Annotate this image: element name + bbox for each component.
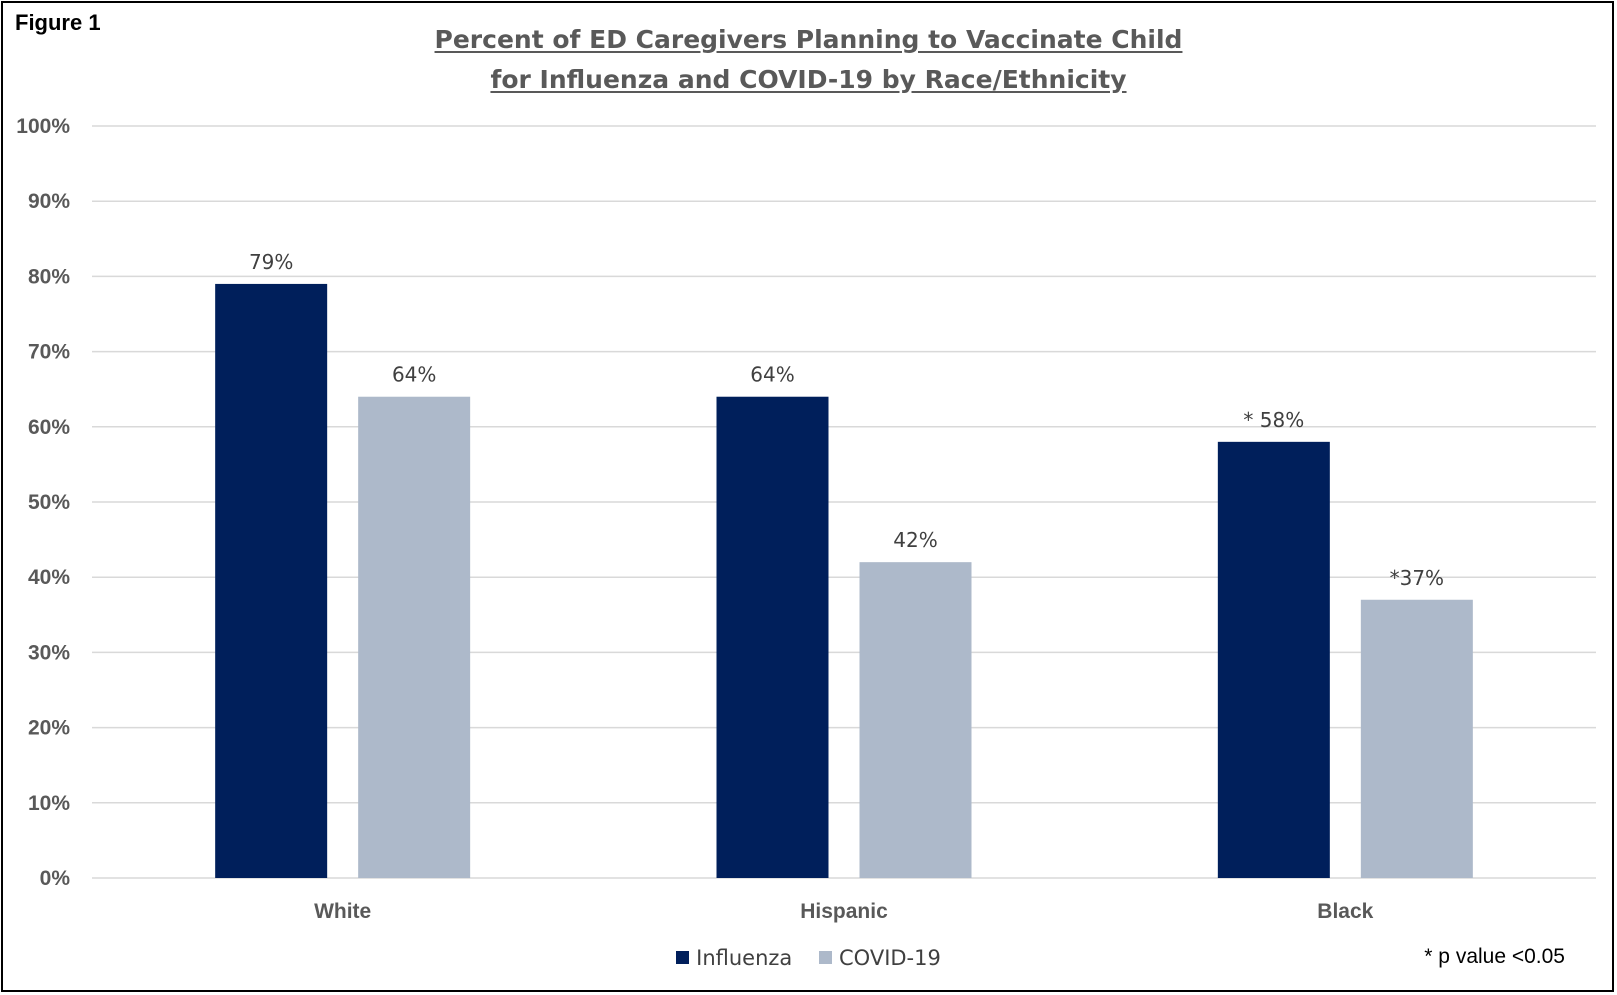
y-tick-label: 0% [40, 867, 71, 890]
bar [1360, 599, 1473, 878]
data-label: 42% [893, 528, 937, 552]
figure-label: Figure 1 [15, 10, 101, 35]
legend-item-influenza: Influenza [676, 946, 792, 970]
y-tick-label: 90% [28, 190, 70, 213]
bar [215, 283, 328, 878]
chart-title-line-1: Percent of ED Caregivers Planning to Vac… [434, 25, 1183, 54]
bar [358, 396, 471, 878]
chart-title-line-2: for Influenza and COVID-19 by Race/Ethni… [490, 65, 1127, 94]
legend-item-covid: COVID-19 [819, 946, 941, 970]
bar [859, 562, 972, 878]
data-label: *37% [1390, 566, 1444, 590]
x-tick-label: White [314, 900, 371, 923]
legend-swatch-covid [819, 951, 832, 964]
y-tick-label: 80% [28, 265, 70, 288]
legend: Influenza COVID-19 [0, 945, 1617, 970]
legend-label-influenza: Influenza [696, 945, 793, 970]
y-tick-label: 100% [16, 115, 70, 138]
y-tick-label: 50% [28, 491, 70, 514]
bar [716, 396, 829, 878]
y-tick-label: 30% [28, 641, 70, 664]
chart-title: Percent of ED Caregivers Planning to Vac… [0, 20, 1617, 100]
y-tick-label: 60% [28, 416, 70, 439]
y-tick-label: 20% [28, 717, 70, 740]
footnote: * p value <0.05 [1424, 945, 1565, 968]
x-tick-label: Black [1317, 900, 1373, 923]
y-tick-label: 70% [28, 341, 70, 364]
data-label: 64% [750, 363, 794, 387]
data-label: * 58% [1243, 408, 1304, 432]
legend-swatch-influenza [676, 951, 690, 964]
legend-label-covid: COVID-19 [839, 945, 941, 970]
data-label: 64% [392, 363, 436, 387]
data-label: 79% [249, 250, 293, 274]
y-tick-label: 40% [28, 566, 70, 589]
bar [1217, 441, 1330, 878]
y-tick-label: 10% [28, 792, 70, 815]
x-tick-label: Hispanic [800, 900, 888, 923]
